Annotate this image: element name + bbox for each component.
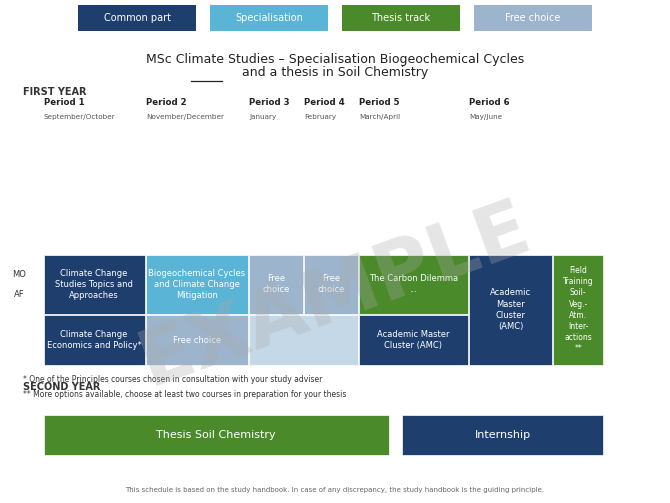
Text: Free choice: Free choice xyxy=(173,336,221,345)
Text: Climate Change
Economics and Policy*: Climate Change Economics and Policy* xyxy=(47,330,141,350)
Text: MSc Climate Studies – Specialisation Biogeochemical Cycles: MSc Climate Studies – Specialisation Bio… xyxy=(146,53,524,66)
Text: Free
choice: Free choice xyxy=(318,274,344,294)
FancyBboxPatch shape xyxy=(474,5,592,31)
Text: Common part: Common part xyxy=(103,13,170,23)
Text: Free choice: Free choice xyxy=(505,13,561,23)
Text: March/April: March/April xyxy=(359,114,400,120)
Text: MO: MO xyxy=(12,270,25,279)
Text: September/October: September/October xyxy=(44,114,115,120)
Text: The Carbon Dilemma
...: The Carbon Dilemma ... xyxy=(369,274,458,294)
FancyBboxPatch shape xyxy=(402,415,603,455)
FancyBboxPatch shape xyxy=(210,5,328,31)
Text: Free
choice: Free choice xyxy=(263,274,289,294)
FancyBboxPatch shape xyxy=(249,315,358,365)
Text: Specialisation: Specialisation xyxy=(235,13,303,23)
Text: SECOND YEAR: SECOND YEAR xyxy=(23,382,100,392)
Text: Biogeochemical Cycles
and Climate Change
Mitigation: Biogeochemical Cycles and Climate Change… xyxy=(149,269,245,300)
Text: ** More options available, choose at least two courses in preparation for your t: ** More options available, choose at lea… xyxy=(23,390,347,399)
FancyBboxPatch shape xyxy=(44,255,145,314)
Text: May/June: May/June xyxy=(469,114,502,120)
Text: Thesis Soil Chemistry: Thesis Soil Chemistry xyxy=(156,430,276,440)
FancyBboxPatch shape xyxy=(359,315,468,365)
FancyBboxPatch shape xyxy=(469,255,552,365)
FancyBboxPatch shape xyxy=(146,255,248,314)
Text: and a thesis in Soil Chemistry: and a thesis in Soil Chemistry xyxy=(242,66,428,79)
Text: Period 2: Period 2 xyxy=(146,98,187,107)
Text: * One of the Principles courses chosen in consultation with your study adviser: * One of the Principles courses chosen i… xyxy=(23,375,323,384)
Text: FIRST YEAR: FIRST YEAR xyxy=(23,87,87,97)
Text: AF: AF xyxy=(13,290,24,299)
Text: Academic Master
Cluster (AMC): Academic Master Cluster (AMC) xyxy=(377,330,450,350)
Text: Period 3: Period 3 xyxy=(249,98,290,107)
FancyBboxPatch shape xyxy=(78,5,196,31)
FancyBboxPatch shape xyxy=(146,315,248,365)
FancyBboxPatch shape xyxy=(342,5,460,31)
FancyBboxPatch shape xyxy=(44,315,145,365)
Text: Climate Change
Studies Topics and
Approaches: Climate Change Studies Topics and Approa… xyxy=(55,269,133,300)
Text: Field
Training
Soil-
Veg.-
Atm.
Inter-
actions
**: Field Training Soil- Veg.- Atm. Inter- a… xyxy=(563,266,594,353)
FancyBboxPatch shape xyxy=(304,255,358,314)
Text: This schedule is based on the study handbook. In case of any discrepancy, the st: This schedule is based on the study hand… xyxy=(125,487,545,493)
Text: Academic
Master
Cluster
(AMC): Academic Master Cluster (AMC) xyxy=(490,288,531,331)
Text: Internship: Internship xyxy=(474,430,531,440)
FancyBboxPatch shape xyxy=(359,255,468,314)
Text: EXAMPLE: EXAMPLE xyxy=(129,189,541,400)
Text: Thesis track: Thesis track xyxy=(371,13,431,23)
FancyBboxPatch shape xyxy=(553,255,603,365)
Text: Period 5: Period 5 xyxy=(359,98,399,107)
Text: Period 4: Period 4 xyxy=(304,98,345,107)
Text: November/December: November/December xyxy=(146,114,224,120)
Text: January: January xyxy=(249,114,277,120)
Text: February: February xyxy=(304,114,336,120)
FancyBboxPatch shape xyxy=(44,415,389,455)
Text: Period 1: Period 1 xyxy=(44,98,84,107)
FancyBboxPatch shape xyxy=(249,255,303,314)
Text: Period 6: Period 6 xyxy=(469,98,510,107)
